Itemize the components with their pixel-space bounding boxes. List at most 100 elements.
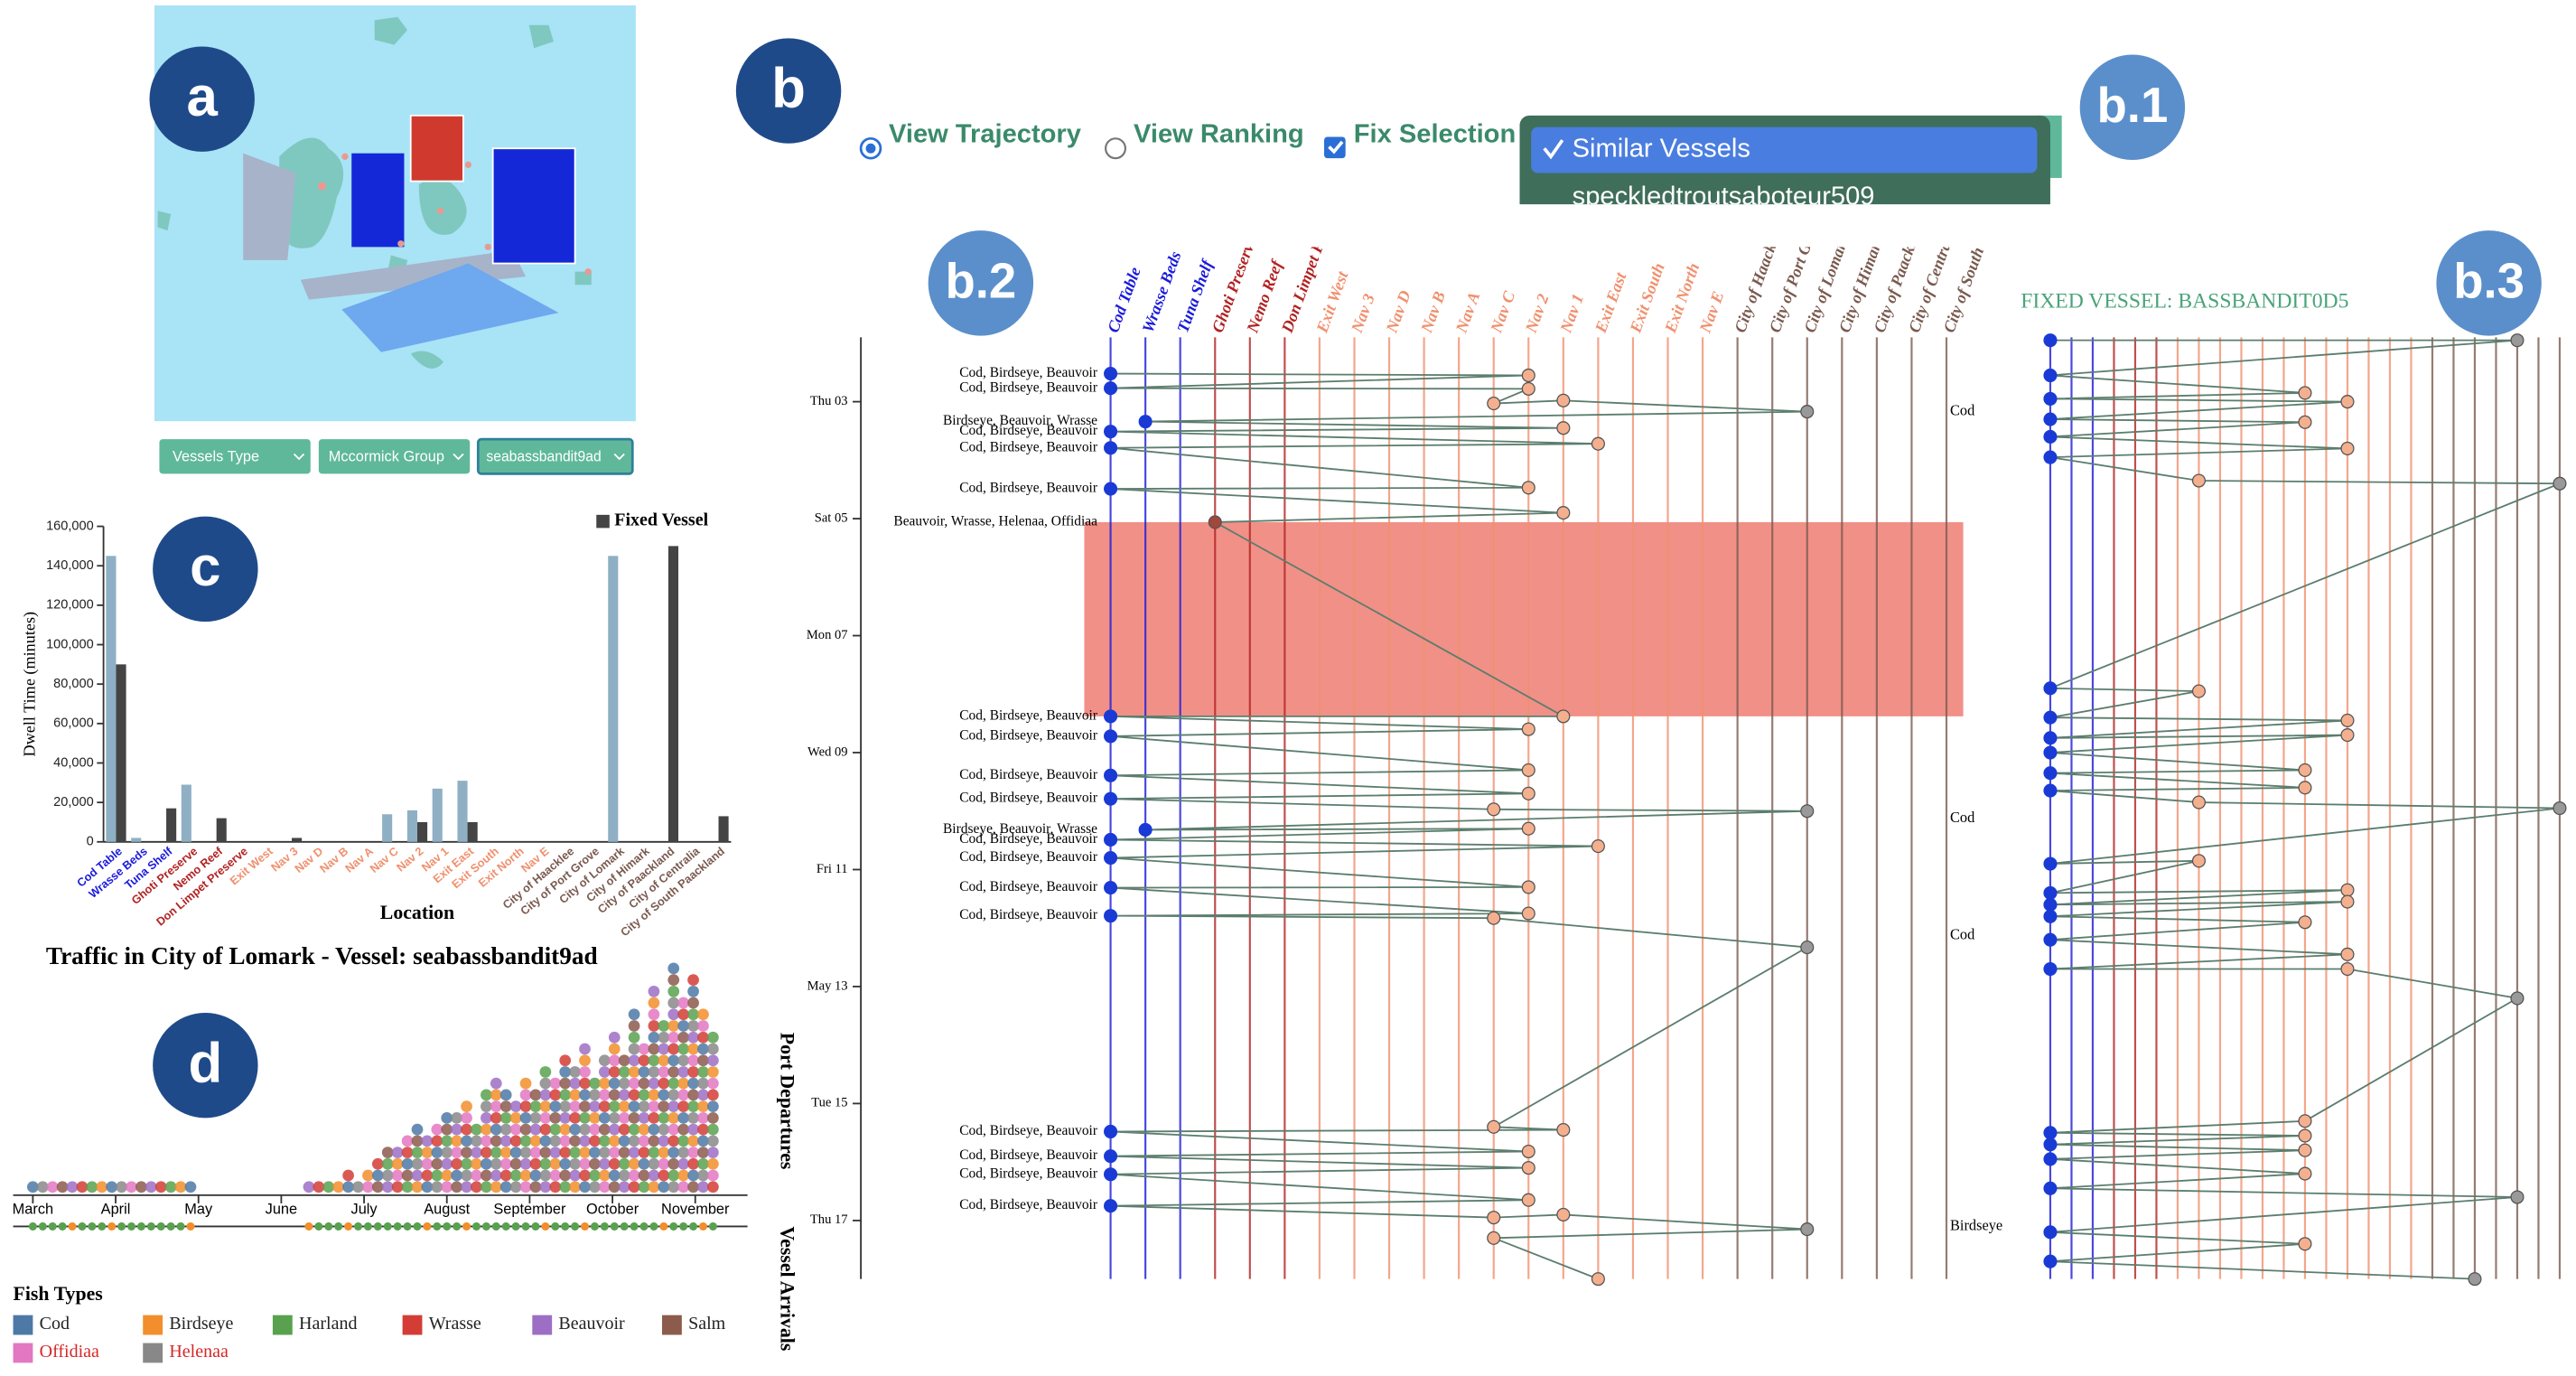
departure-dot <box>677 1043 690 1055</box>
departure-dot <box>481 1147 492 1158</box>
panel-label: a <box>187 66 219 128</box>
departure-dot <box>598 1147 611 1158</box>
departure-dot <box>313 1181 325 1193</box>
departure-dot <box>608 1043 621 1055</box>
panel-label: d <box>188 1032 222 1094</box>
departure-dot <box>658 1031 670 1044</box>
map-markers <box>317 153 592 276</box>
departure-dot <box>598 1100 611 1112</box>
departure-dot <box>618 1077 630 1090</box>
y-tick-label: 60,000 <box>53 716 93 731</box>
option-label[interactable]: View Ranking <box>1134 119 1304 148</box>
departure-dot <box>608 1089 621 1101</box>
departure-dot <box>116 1181 127 1193</box>
arrival-dot <box>136 1222 145 1231</box>
fish-annotation: Birdseye <box>1950 1217 2002 1234</box>
bar <box>166 808 177 842</box>
stop-dot <box>2298 1143 2312 1157</box>
bar <box>382 814 393 842</box>
arrival-dot <box>393 1222 402 1231</box>
option-label[interactable]: View Trajectory <box>889 119 1082 148</box>
departure-dot <box>677 1123 690 1136</box>
departure-dot <box>362 1169 374 1182</box>
departure-dot <box>687 1031 699 1044</box>
departure-dot <box>707 1147 719 1158</box>
stop-dot <box>1487 396 1501 411</box>
stop-dot <box>1487 1231 1501 1245</box>
departure-dot <box>677 1157 690 1170</box>
departure-dot <box>579 1169 591 1182</box>
departure-dot <box>687 1135 699 1147</box>
arrival-dot <box>98 1222 107 1231</box>
departure-dot <box>499 1123 512 1136</box>
departure-dot <box>441 1157 453 1170</box>
departure-dot <box>677 1089 690 1101</box>
departure-dot <box>608 1054 621 1067</box>
dropdown-label[interactable]: seabassbandit9ad <box>486 449 601 465</box>
departure-dot <box>628 1077 640 1090</box>
departure-dot <box>589 1135 601 1147</box>
stop-dot <box>2340 713 2355 727</box>
departure-dot <box>509 1157 522 1170</box>
arrival-dot <box>423 1222 432 1231</box>
departure-dot <box>618 1066 630 1078</box>
departure-dot <box>519 1135 532 1147</box>
departure-dot <box>638 1054 650 1067</box>
dropdown[interactable] <box>476 437 634 475</box>
arrival-dot <box>453 1222 462 1231</box>
legend-swatch <box>402 1315 423 1335</box>
dropdown[interactable] <box>159 439 311 474</box>
dropdown[interactable] <box>318 439 471 474</box>
stop-dot <box>1556 421 1571 435</box>
stop-label: Cod, Birdseye, Beauvoir <box>959 767 1098 782</box>
departure-dot <box>499 1135 512 1147</box>
departure-dot <box>658 1054 670 1067</box>
departure-dot <box>559 1157 572 1170</box>
departure-dot <box>559 1054 572 1067</box>
stop-dot <box>2340 894 2355 909</box>
radio[interactable] <box>1105 137 1127 160</box>
departure-dot <box>481 1181 492 1193</box>
departure-dot <box>579 1147 591 1158</box>
menu-item[interactable]: speckledtroutsaboteur509 <box>1573 182 1875 211</box>
departure-dot <box>441 1123 453 1136</box>
stop-label: Cod, Birdseye, Beauvoir <box>959 439 1098 454</box>
departure-dot <box>697 1054 709 1067</box>
dropdown-label[interactable]: Mccormick Group <box>329 449 444 465</box>
departure-dot <box>322 1181 335 1193</box>
departure-dot <box>697 1157 709 1170</box>
departure-dot <box>46 1181 59 1193</box>
arrival-dot <box>590 1222 599 1231</box>
departure-dot <box>677 1020 690 1032</box>
departure-dot <box>589 1181 601 1193</box>
departure-dot <box>352 1181 364 1193</box>
departure-dot <box>648 1031 660 1044</box>
departure-dot <box>628 1020 640 1032</box>
checkbox[interactable] <box>1324 136 1346 159</box>
stop-dot <box>2298 415 2312 429</box>
menu-item[interactable]: Similar Vessels <box>1573 135 1750 164</box>
departure-dot <box>499 1111 512 1124</box>
departure-dot <box>589 1077 601 1090</box>
stop-dot <box>2043 681 2058 696</box>
arrival-dot <box>146 1222 155 1231</box>
departure-dot <box>697 1089 709 1101</box>
departure-dot <box>598 1135 611 1147</box>
departure-dot <box>481 1123 492 1136</box>
label-badge <box>153 1012 258 1119</box>
arrival-dot <box>610 1222 619 1231</box>
dropdown-label[interactable]: Vessels Type <box>173 449 259 465</box>
departure-dot <box>96 1181 108 1193</box>
departure-dot <box>391 1169 404 1182</box>
departure-dot <box>707 1135 719 1147</box>
stop-dot <box>1104 850 1118 866</box>
departure-dot <box>667 1054 680 1067</box>
stop-label: Cod, Birdseye, Beauvoir <box>959 879 1098 894</box>
departure-dot <box>411 1169 424 1182</box>
departure-dot <box>658 1169 670 1182</box>
departure-dot <box>490 1181 502 1193</box>
option-label[interactable]: Fix Selection <box>1354 119 1516 148</box>
departure-dot <box>707 1123 719 1136</box>
zone <box>409 114 464 183</box>
